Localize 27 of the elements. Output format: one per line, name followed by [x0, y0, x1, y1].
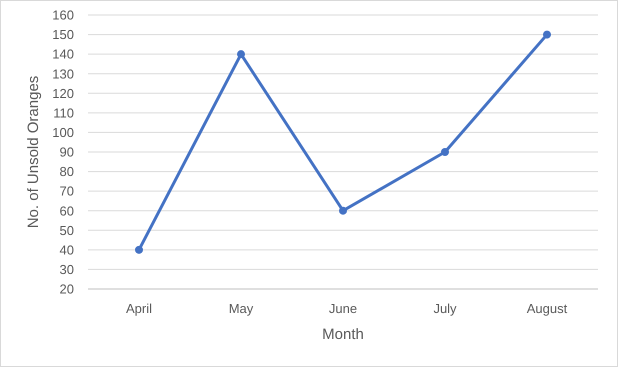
point	[135, 246, 143, 254]
y-tick-label: 70	[60, 184, 74, 199]
y-tick-label: 100	[52, 124, 74, 140]
y-tick-label: 40	[60, 242, 74, 258]
y-tick-label: 30	[60, 262, 74, 277]
y-tick-label: 110	[53, 105, 74, 120]
point	[237, 50, 245, 58]
point	[441, 148, 449, 156]
x-tick-label: August	[526, 301, 568, 316]
y-tick-label: 160	[52, 8, 74, 23]
y-tick-label: 60	[60, 203, 74, 218]
y-tick-label: 90	[60, 144, 74, 160]
y-tick-label: 140	[52, 46, 74, 62]
x-tick-label: May	[228, 301, 254, 316]
y-tick-label: 80	[60, 164, 74, 180]
point	[339, 206, 347, 215]
y-tick-label: 20	[60, 282, 74, 297]
y-tick-label: 150	[52, 27, 74, 42]
x-tick-label: June	[328, 301, 358, 316]
y-axis-title: No. of Unsold Oranges	[25, 76, 42, 228]
x-tick-label: July	[433, 301, 458, 316]
x-tick-label: April	[126, 301, 152, 316]
y-tick-label: 130	[52, 66, 74, 82]
y-tick-label: 50	[60, 222, 74, 238]
y-tick-label: 120	[52, 86, 74, 101]
point	[543, 30, 551, 39]
x-axis-title: Month	[322, 326, 364, 343]
